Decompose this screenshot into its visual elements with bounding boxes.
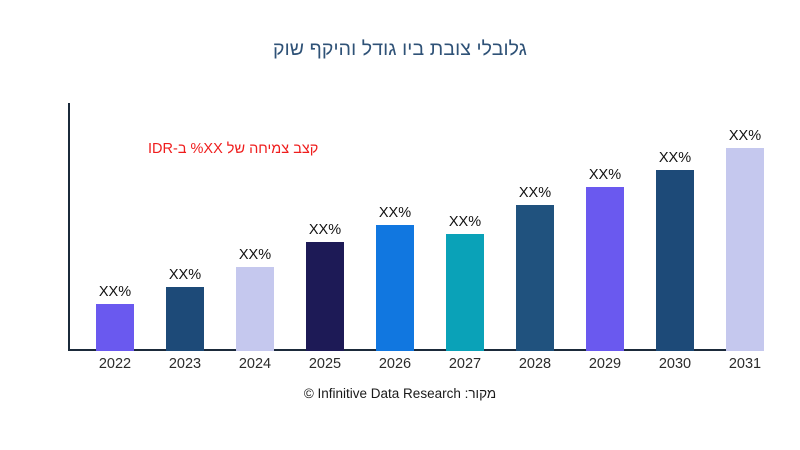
bar-value-label-2028: XX%	[518, 185, 552, 201]
bar-rect-2027[interactable]	[446, 234, 484, 351]
bar-2025[interactable]	[306, 242, 344, 351]
bar-rect-2030[interactable]	[656, 170, 694, 351]
bar-2030[interactable]	[656, 170, 694, 351]
bar-rect-2022[interactable]	[96, 304, 134, 351]
bar-rect-2026[interactable]	[376, 225, 414, 351]
x-tick-2023: 2023	[168, 356, 202, 372]
x-tick-2027: 2027	[448, 356, 482, 372]
bar-value-label-2029: XX%	[588, 167, 622, 183]
x-tick-2028: 2028	[518, 356, 552, 372]
bar-rect-2028[interactable]	[516, 205, 554, 351]
source-footer: מקור: Infinitive Data Research ©	[303, 386, 497, 401]
bar-2022[interactable]	[96, 304, 134, 351]
x-tick-2029: 2029	[588, 356, 622, 372]
bar-rect-2023[interactable]	[166, 287, 204, 351]
bar-rect-2024[interactable]	[236, 267, 274, 351]
x-tick-2025: 2025	[308, 356, 342, 372]
bar-value-label-2025: XX%	[308, 222, 342, 238]
bar-rect-2029[interactable]	[586, 187, 624, 351]
growth-rate-annotation: קצב צמיחה של XX% ב-IDR	[148, 141, 319, 157]
bar-2029[interactable]	[586, 187, 624, 351]
bar-value-label-2022: XX%	[98, 284, 132, 300]
bar-rect-2025[interactable]	[306, 242, 344, 351]
bar-rect-2031[interactable]	[726, 148, 764, 351]
bar-series: XX% XX% XX% XX% XX% XX% XX% XX% XX% XX%	[68, 103, 800, 351]
bar-value-label-2027: XX%	[448, 214, 482, 230]
bar-2024[interactable]	[236, 267, 274, 351]
y-axis-label: גודל שוק	[0, 104, 2, 224]
y-axis-line	[68, 103, 70, 351]
plot-area: קצב צמיחה של XX% ב-IDR XX% XX% XX% XX% XX% XX…	[68, 103, 800, 351]
bar-value-label-2024: XX%	[238, 247, 272, 263]
bar-2023[interactable]	[166, 287, 204, 351]
x-tick-2030: 2030	[658, 356, 692, 372]
bar-value-label-2023: XX%	[168, 267, 202, 283]
bar-value-label-2030: XX%	[658, 150, 692, 166]
bar-2027[interactable]	[446, 234, 484, 351]
bar-2028[interactable]	[516, 205, 554, 351]
x-tick-2026: 2026	[378, 356, 412, 372]
bar-value-label-2031: XX%	[728, 128, 762, 144]
chart-title: גלובלי צובת ביו גודל והיקף שוק	[272, 38, 528, 60]
x-tick-2031: 2031	[728, 356, 762, 372]
x-axis-tick-labels: 2022 2023 2024 2025 2026 2027 2028 2029 2030 2031	[68, 356, 800, 378]
bar-value-label-2026: XX%	[378, 205, 412, 221]
x-tick-2024: 2024	[238, 356, 272, 372]
bar-2026[interactable]	[376, 225, 414, 351]
x-tick-2022: 2022	[98, 356, 132, 372]
bar-2031[interactable]	[726, 148, 764, 351]
